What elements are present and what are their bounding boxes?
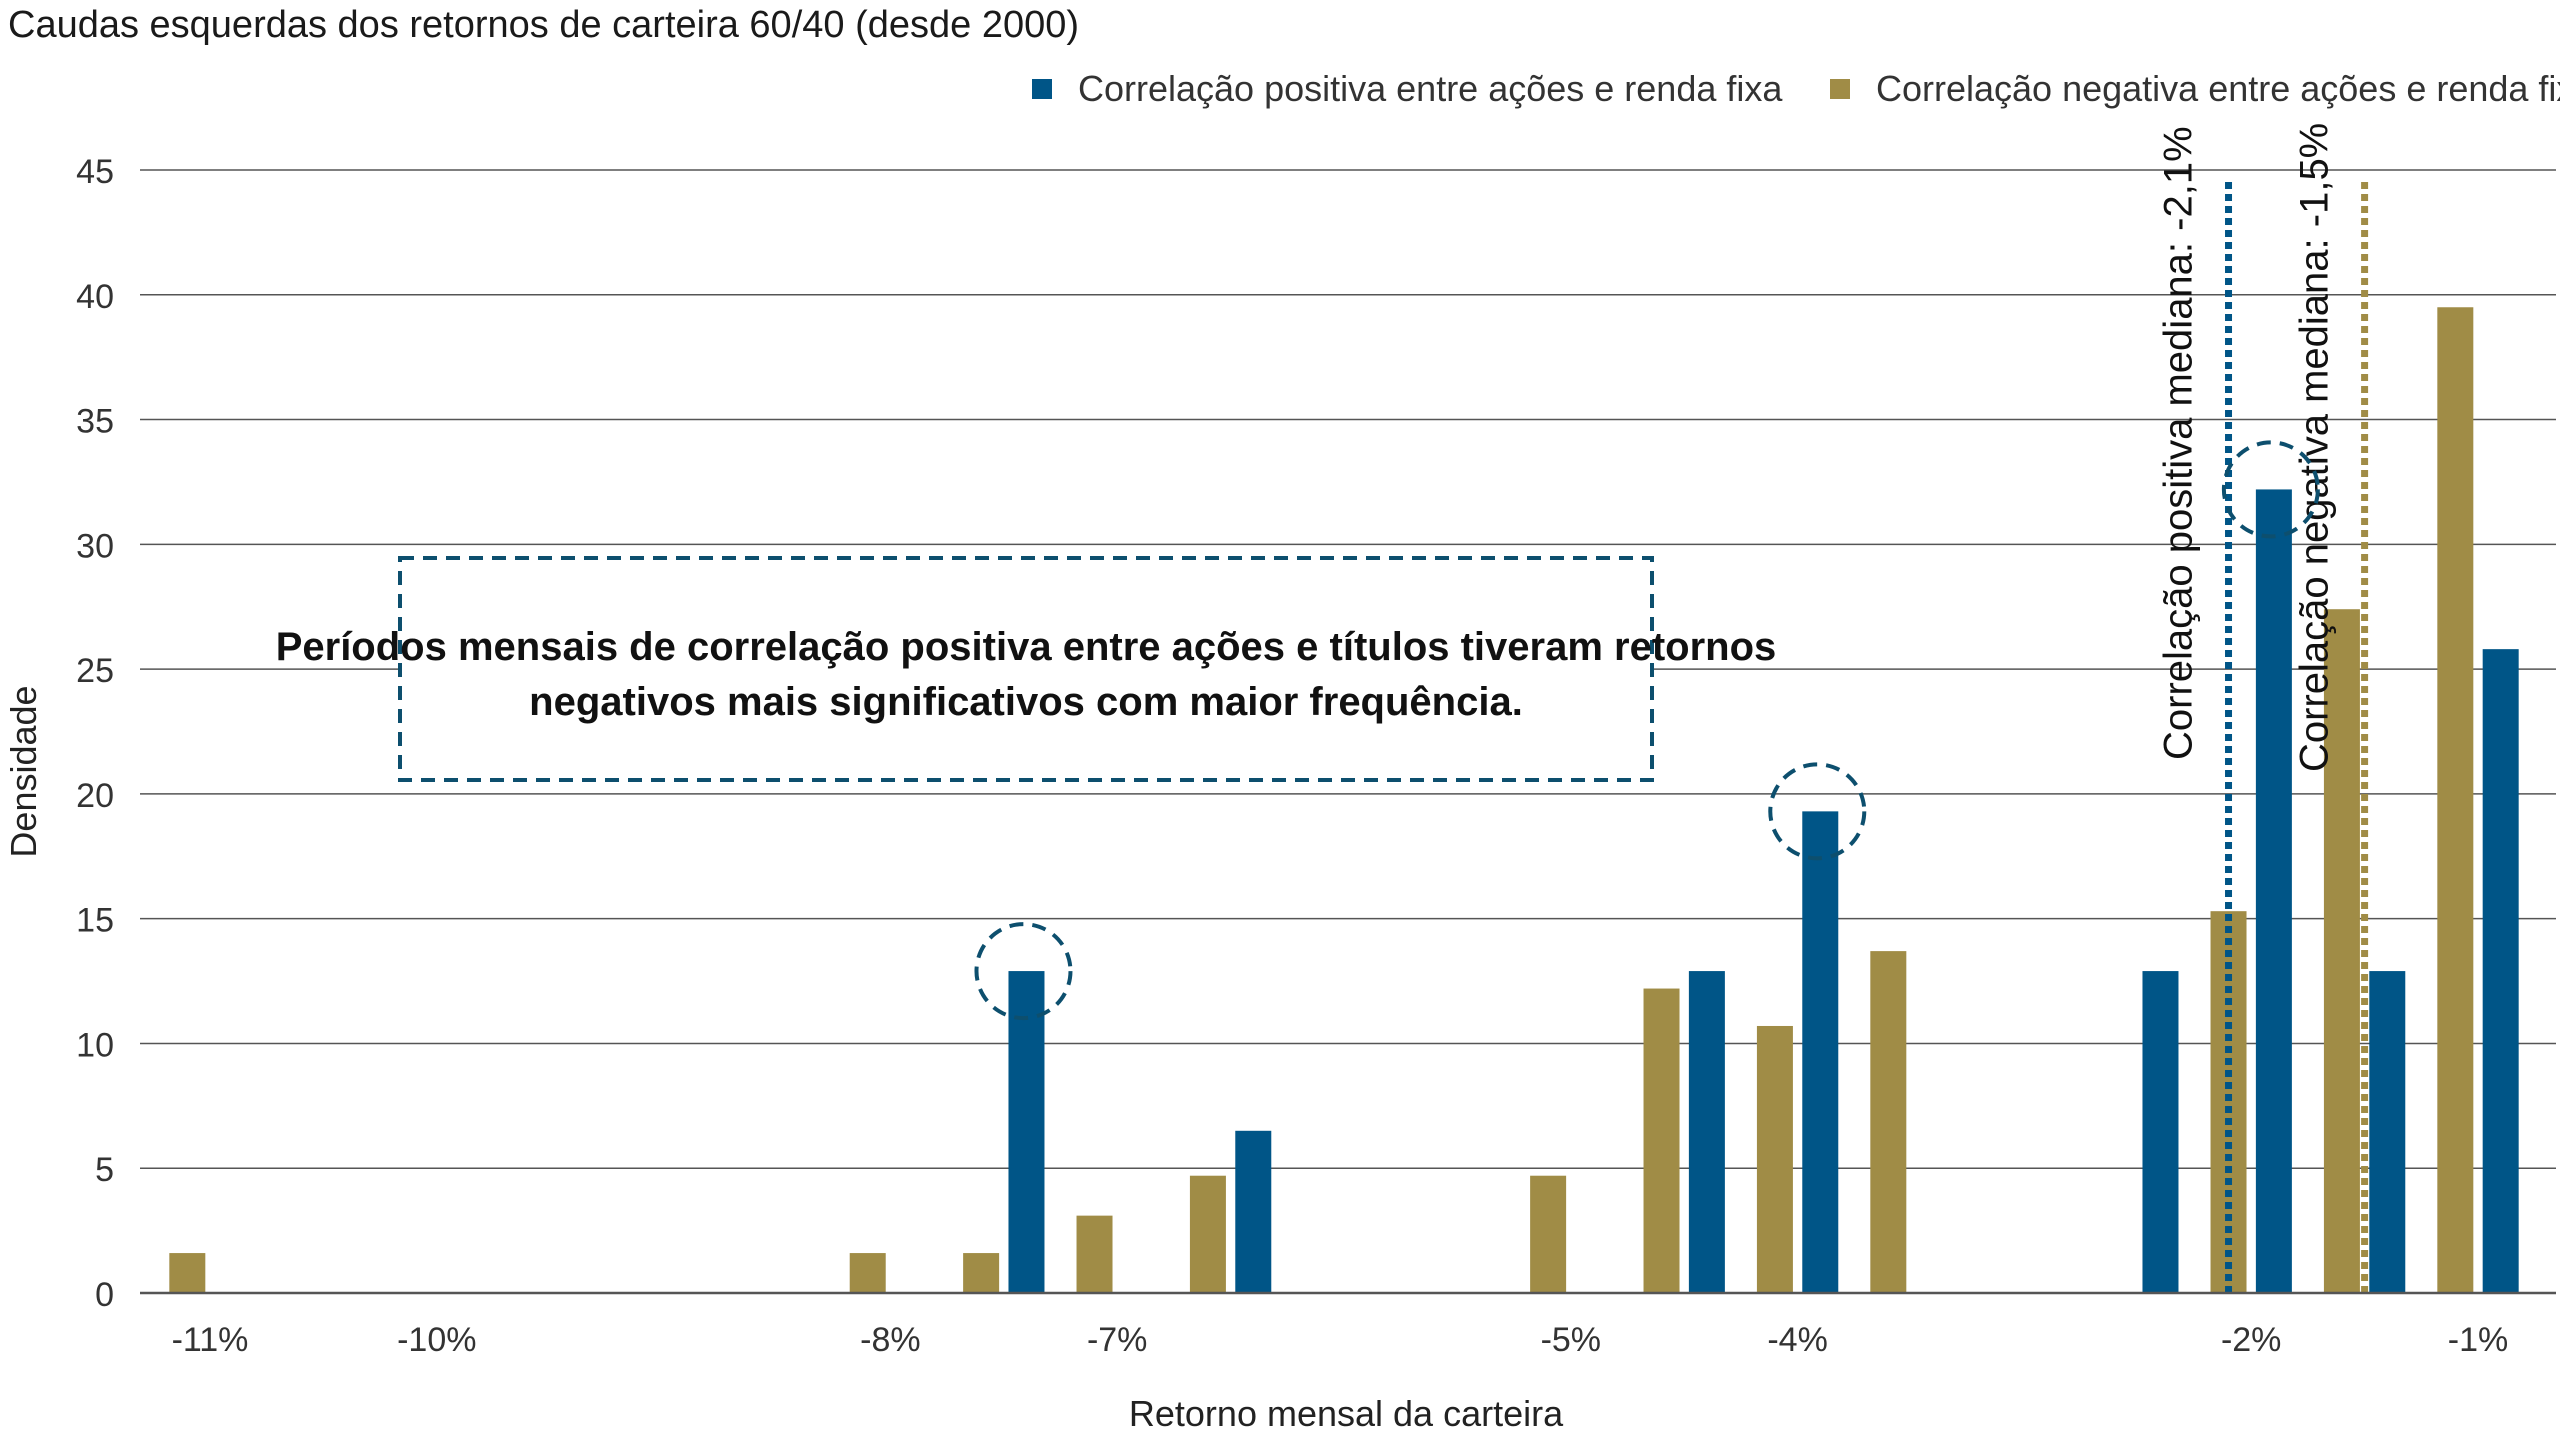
- x-tick-label: -5%: [1541, 1321, 1601, 1359]
- highlight-circle: [1768, 762, 1867, 861]
- bar-negative: [1530, 1175, 1567, 1293]
- legend-item-positive: Correlação positiva entre ações e renda …: [1032, 68, 1782, 110]
- y-axis-title: Densidade: [3, 685, 44, 857]
- highlight-circle: [974, 922, 1073, 1021]
- bar-negative: [1756, 1025, 1793, 1293]
- y-tick-label: 10: [76, 1026, 114, 1064]
- y-tick-label: 35: [76, 403, 114, 441]
- annotation-text: Períodos mensais de correlação positiva …: [276, 625, 1777, 669]
- x-tick-label: -2%: [2221, 1321, 2281, 1359]
- x-tick-label: -1%: [2448, 1321, 2508, 1359]
- x-axis-title: Retorno mensal da carteira: [1129, 1393, 1564, 1434]
- x-tick-label: -4%: [1767, 1321, 1827, 1359]
- legend-swatch-negative: [1830, 79, 1850, 99]
- y-tick-label: 45: [76, 153, 114, 191]
- bar-negative: [2323, 609, 2360, 1293]
- legend-label-negative: Correlação negativa entre ações e renda …: [1876, 68, 2560, 109]
- bar-negative: [1189, 1175, 1226, 1293]
- bar-positive: [1802, 811, 1839, 1293]
- x-tick-label: -8%: [860, 1321, 920, 1359]
- bar-positive: [2482, 649, 2519, 1293]
- bar-negative: [1643, 988, 1680, 1293]
- bar-negative: [2437, 307, 2474, 1293]
- bar-positive: [2142, 971, 2179, 1293]
- legend-label-positive: Correlação positiva entre ações e renda …: [1078, 68, 1783, 109]
- y-tick-label: 20: [76, 777, 114, 815]
- y-tick-label: 30: [76, 527, 114, 565]
- x-tick-label: -7%: [1087, 1321, 1147, 1359]
- bar-negative: [1870, 951, 1907, 1293]
- bar-positive: [1688, 971, 1725, 1293]
- bar-negative: [1076, 1215, 1113, 1293]
- bar-positive: [2369, 971, 2406, 1293]
- bar-negative: [169, 1253, 206, 1293]
- bar-positive: [1235, 1130, 1272, 1293]
- highlight-circle: [2221, 440, 2320, 539]
- chart-title: Caudas esquerdas dos retornos de carteir…: [8, 4, 1080, 46]
- bar-positive: [2255, 489, 2292, 1293]
- bar-negative: [849, 1253, 886, 1293]
- annotation-box: [398, 556, 1654, 782]
- annotation-text: negativos mais significativos com maior …: [529, 680, 1523, 724]
- legend-item-negative: Correlação negativa entre ações e renda …: [1830, 68, 2560, 110]
- y-tick-label: 5: [95, 1151, 114, 1189]
- median-label-positive: Correlação positiva mediana: -2,1%: [2157, 126, 2201, 760]
- y-tick-label: 25: [76, 652, 114, 690]
- legend-swatch-positive: [1032, 79, 1052, 99]
- bar-negative: [963, 1253, 1000, 1293]
- bar-positive: [1008, 971, 1045, 1293]
- y-tick-label: 15: [76, 902, 114, 940]
- x-tick-label: -11%: [172, 1321, 249, 1359]
- y-tick-label: 40: [76, 278, 114, 316]
- x-tick-label: -10%: [397, 1321, 476, 1359]
- y-tick-label: 0: [95, 1276, 114, 1314]
- median-label-negative: Correlação negativa mediana: -1,5%: [2293, 123, 2337, 772]
